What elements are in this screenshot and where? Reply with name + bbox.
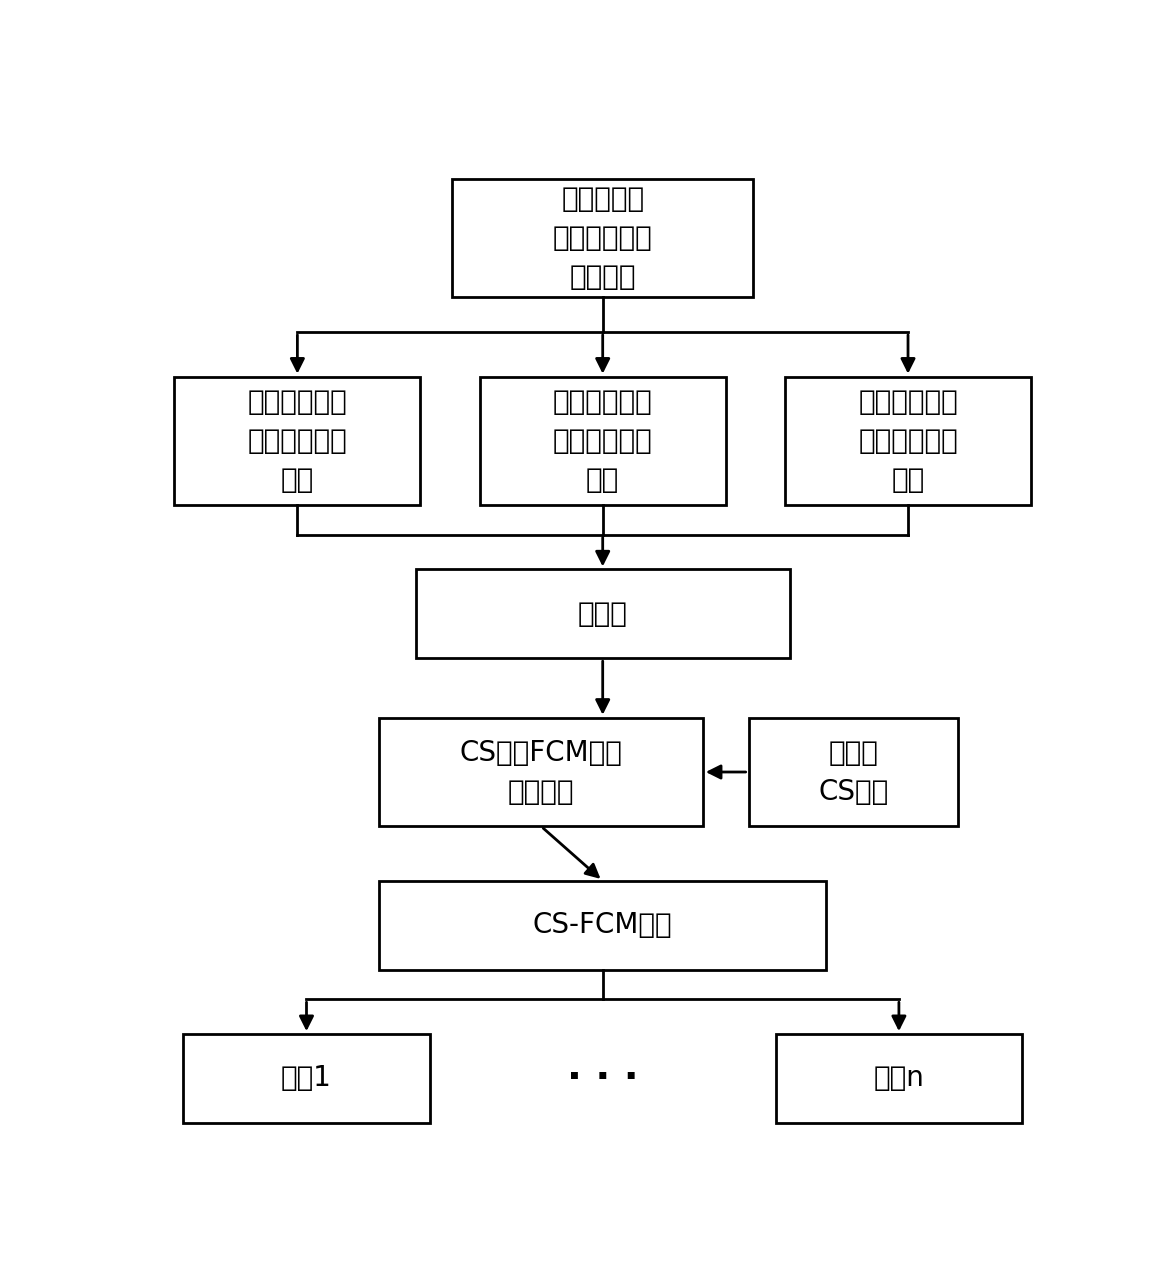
Bar	[776, 1034, 1022, 1124]
Text: 模式1: 模式1	[281, 1064, 332, 1093]
Bar	[416, 569, 789, 659]
Bar	[453, 178, 753, 298]
Text: CS-FCM模型: CS-FCM模型	[533, 912, 673, 940]
Text: CS优化FCM初始
聚类中心: CS优化FCM初始 聚类中心	[460, 738, 622, 805]
Text: 规定时间间隔
内的气压均值
数据: 规定时间间隔 内的气压均值 数据	[858, 388, 958, 494]
Text: · · ·: · · ·	[567, 1059, 639, 1098]
Bar	[380, 881, 826, 969]
Text: 规定时间间隔
内的湿度均值
数据: 规定时间间隔 内的湿度均值 数据	[553, 388, 653, 494]
Text: 模式n: 模式n	[874, 1064, 924, 1093]
Text: 训练集: 训练集	[577, 600, 628, 628]
Text: 单一楼层温
度、湿度、气
压数据库: 单一楼层温 度、湿度、气 压数据库	[553, 185, 653, 291]
Text: 规定时间间隔
内的温度均值
数据: 规定时间间隔 内的温度均值 数据	[247, 388, 347, 494]
Text: 初始化
CS参数: 初始化 CS参数	[818, 738, 888, 805]
Bar	[480, 376, 726, 505]
Bar	[174, 376, 421, 505]
Bar	[380, 718, 703, 827]
Bar	[786, 376, 1031, 505]
Bar	[749, 718, 958, 827]
Bar	[183, 1034, 429, 1124]
